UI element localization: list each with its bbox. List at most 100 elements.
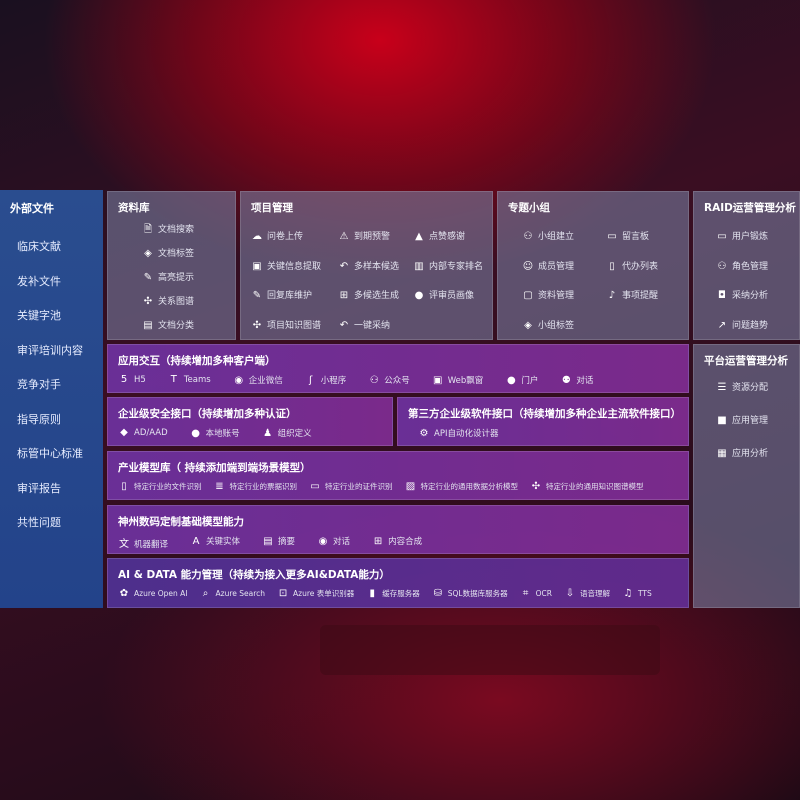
panel-project: 项目管理 ☁ 问卷上传 ⚠ 到期预警 ▲ 点赞感谢 ▣ 关键信息提取 ↶ 多样本候选 ▥ 内部专家排名… [240,191,493,340]
panel-platform: 平台运营管理分析 ☰ 资源分配 ■ 应用管理 ▦ 应用分析 [693,344,800,608]
feature-label: 本地账号 [205,429,240,439]
users-icon: ⚇ [369,375,379,386]
feature-item[interactable]: ▣ Web飘窗 [432,374,483,386]
reply-icon: ↶ [339,260,349,272]
feature-label: 关键实体 [206,537,241,547]
feature-item[interactable]: ☰ 资源分配 [716,380,769,393]
feature-label: 项目知识图谱 [267,320,322,331]
trend-icon: ↗ [717,319,727,331]
feature-item[interactable]: ✣ 特定行业的通用知识图谱模型 [530,481,644,492]
feature-item[interactable]: ◆ AD/AAD [118,427,168,439]
feature-item[interactable]: ♪ 事项提醒 [606,288,658,301]
feature-item[interactable]: ☁ 问卷上传 [251,229,303,242]
feature-item[interactable]: ⊞ 多候选生成 [338,288,399,301]
panel-library: 资料库 🗎 文档搜索 ◈ 文档标签 ✎ 高亮提示 ✣ 关系图谱 ▤ 文档分类 [107,191,236,340]
feature-item[interactable]: ▨ 特定行业的通用数据分析模型 [405,481,519,492]
feature-item[interactable]: ▢ 资料管理 [522,288,574,301]
feature-item[interactable]: T Teams [168,374,211,386]
feature-item[interactable]: ♫ TTS [622,588,651,599]
sidebar-item[interactable]: 审评报告 [17,481,61,495]
sidebar-item[interactable]: 审评培训内容 [17,343,83,357]
chart-icon: ▦ [717,448,727,459]
window-icon: ▣ [252,260,262,272]
feature-item[interactable]: ▦ 应用分析 [716,446,768,459]
feature-item[interactable]: 文机器翻译 [118,535,168,550]
feature-label: 角色管理 [732,261,769,272]
sidebar-item[interactable]: 发补文件 [17,274,61,288]
feature-item[interactable]: ▭ 特定行业的证件识别 [309,481,392,492]
feature-item[interactable]: ● 本地账号 [190,427,240,439]
feature-item[interactable]: ▲ 点赞感谢 [413,229,465,242]
feature-item[interactable]: 5 H5 [118,374,146,386]
feature-item[interactable]: ↶ 多样本候选 [338,259,399,272]
feature-item[interactable]: ⛁ SQL数据库服务器 [432,588,508,599]
feature-item[interactable]: ■ 应用管理 [716,413,768,426]
feature-item[interactable]: ⊡ Azure 表单识别器 [277,588,354,599]
decorative-shadow [320,625,660,675]
feature-item[interactable]: ▥ 内部专家排名 [413,259,483,272]
feature-item[interactable]: ⚇ 角色管理 [716,259,769,272]
feature-item[interactable]: ▭ 用户锻炼 [716,229,768,242]
feature-item[interactable]: ✎ 高亮提示 [142,270,194,283]
feature-item[interactable]: ◉ 企业微信 [233,374,282,386]
feature-item[interactable]: ↶ 一键采纳 [338,318,390,331]
feature-label: 一键采纳 [354,320,391,331]
sidebar-item[interactable]: 标管中心标准 [17,447,83,460]
feature-label: 对话 [333,537,351,547]
sidebar-item[interactable]: 指导原则 [17,412,61,426]
feature-item[interactable]: ⌗ OCR [520,588,552,599]
feature-label: API自动化设计器 [434,429,499,439]
feature-item[interactable]: ◈ 小组标签 [522,318,574,331]
feature-item[interactable]: ✿ Azure Open AI [118,588,188,599]
translate-icon: 文 [119,539,129,550]
feature-item[interactable]: ⇩ 语音理解 [564,588,610,599]
feature-item[interactable]: A 关键实体 [190,535,240,550]
feature-item[interactable]: ⚉ 对话 [560,374,594,386]
feature-item[interactable]: ⌕ Azure Search [200,588,265,599]
entity-icon: A [192,536,200,547]
feature-item[interactable]: ● 评审员画像 [413,288,474,301]
feature-label: 关键信息提取 [267,261,322,272]
feature-item[interactable]: ◈ 文档标签 [142,246,194,259]
feature-item[interactable]: ▯ 特定行业的文件识别 [118,481,201,492]
user-icon: ● [191,428,200,439]
feature-item[interactable]: ▮ 缓存服务器 [366,588,420,599]
feature-item[interactable]: ▣ 关键信息提取 [251,259,321,272]
feature-item[interactable]: ▯ 代办列表 [606,259,658,272]
qa-icon: ◘ [718,290,726,301]
feature-item[interactable]: ✎ 回复库维护 [251,288,312,301]
feature-label: 点赞感谢 [429,232,466,242]
feature-item[interactable]: ⚇ 公众号 [368,374,410,386]
feature-label: AD/AAD [134,428,168,438]
feature-item[interactable]: ♟ 组织定义 [262,427,312,439]
feature-item[interactable]: ⚇ 小组建立 [522,229,575,242]
feature-item[interactable]: ▤ 摘要 [262,535,295,550]
file-icon: ▯ [121,481,127,492]
feature-label: 特定行业的通用数据分析模型 [420,482,519,491]
feature-item[interactable]: ▭ 留言板 [606,229,649,242]
sidebar-item[interactable]: 关键字池 [17,309,61,322]
feature-item[interactable]: ⚠ 到期预警 [338,229,391,242]
feature-item[interactable]: ⊞ 内容合成 [372,535,422,550]
feature-item[interactable]: ↗ 问题趋势 [716,318,768,331]
ocr-icon: ⌗ [522,588,529,599]
feature-item[interactable]: 🗎 文档搜索 [142,222,194,239]
sidebar-item[interactable]: 共性问题 [17,516,61,529]
feature-item[interactable]: ✣ 项目知识图谱 [251,318,321,331]
feature-item[interactable]: ≣ 特定行业的票据识别 [214,481,297,492]
feature-item[interactable]: ⚙ API自动化设计器 [418,427,499,439]
panel-group: 专题小组 ⚇ 小组建立 ▭ 留言板 ☺ 成员管理 ▯ 代办列表 ▢ 资料管理 ♪ 事项提醒 ◈ 小组标签 [497,191,689,340]
feature-item[interactable]: ☺ 成员管理 [522,259,574,272]
feature-item[interactable]: ◘ 采纳分析 [716,288,768,301]
sidebar-item[interactable]: 临床文献 [17,240,61,253]
users-icon: ⚇ [717,260,727,272]
feature-label: 到期预警 [354,232,391,242]
feature-item[interactable]: ● 门户 [505,374,538,386]
clipboard-icon: ▯ [609,260,615,272]
feature-item[interactable]: ◉ 对话 [317,535,350,550]
feature-item[interactable]: ✣ 关系图谱 [142,294,194,307]
sidebar-item[interactable]: 竞争对手 [17,378,61,391]
feature-item[interactable]: ▤ 文档分类 [142,318,194,331]
feature-item[interactable]: ʃ 小程序 [305,374,346,386]
feature-label: 事项提醒 [622,291,659,301]
